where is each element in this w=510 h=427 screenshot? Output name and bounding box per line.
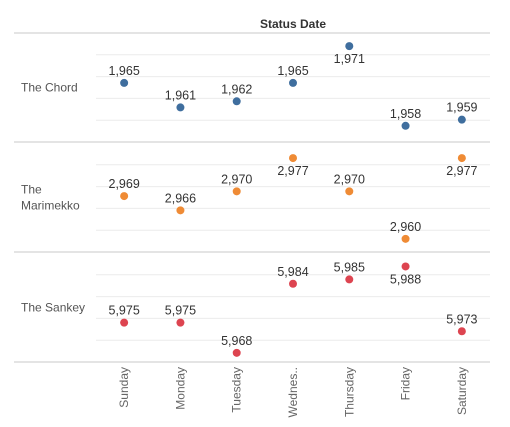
data-point — [401, 262, 410, 271]
data-label: 1,958 — [390, 107, 421, 121]
data-label: 2,960 — [390, 220, 421, 234]
data-point — [120, 318, 129, 327]
data-label: 2,977 — [446, 164, 477, 178]
data-label: 1,965 — [109, 64, 140, 78]
data-label: 5,985 — [334, 260, 365, 274]
row-label: Marimekko — [21, 199, 80, 213]
data-point — [176, 103, 185, 112]
data-label: 1,959 — [446, 101, 477, 115]
data-point — [289, 78, 297, 87]
gridlines — [14, 32, 490, 363]
data-label: 5,975 — [109, 304, 140, 318]
data-point — [401, 234, 410, 243]
data-label: 5,973 — [446, 312, 477, 326]
data-point — [401, 121, 410, 130]
x-tick-label: Thursday — [342, 367, 356, 417]
x-tick-label: Sunday — [117, 367, 131, 408]
data-point — [176, 206, 185, 215]
data-marks: 1,965 1,961 1,962 1,965 1,971 1,958 1,959 2,969… — [109, 42, 478, 357]
data-point — [457, 115, 466, 124]
data-point — [232, 187, 241, 196]
row-label: The Chord — [21, 81, 78, 95]
x-tick-label: Tuesday — [230, 367, 244, 413]
x-tick-label: Wednes.. — [286, 367, 300, 417]
x-tick-label: Friday — [399, 367, 413, 400]
data-label: 2,970 — [334, 172, 365, 186]
data-label: 2,977 — [277, 164, 308, 178]
data-point — [345, 187, 354, 196]
data-point — [345, 42, 354, 51]
row-labels: The Chord The Marimekko The Sankey — [21, 81, 85, 315]
data-label: 2,966 — [165, 191, 196, 205]
data-point — [457, 327, 466, 336]
data-point — [232, 97, 241, 106]
data-label: 1,962 — [221, 82, 252, 96]
x-tick-label: Monday — [173, 367, 187, 410]
data-point — [120, 78, 129, 87]
data-point — [289, 279, 297, 288]
x-tick-label: Saturday — [455, 367, 469, 415]
data-label: 2,969 — [109, 177, 140, 191]
data-point — [345, 275, 354, 284]
data-label: 5,968 — [221, 334, 252, 348]
row-label: The Sankey — [21, 301, 85, 315]
data-point — [457, 154, 466, 163]
row-label: The — [21, 183, 42, 197]
x-axis-labels: Sunday Monday Tuesday Wednes.. Thursday Frida… — [117, 367, 469, 417]
data-point — [176, 318, 185, 327]
data-point — [289, 154, 297, 163]
data-point — [232, 348, 241, 357]
column-title: Status Date — [260, 17, 326, 31]
data-label: 2,970 — [221, 172, 252, 186]
data-label: 5,975 — [165, 304, 196, 318]
data-point — [120, 192, 129, 201]
data-label: 1,965 — [277, 64, 308, 78]
data-label: 1,971 — [334, 52, 365, 66]
data-label: 5,984 — [277, 265, 308, 279]
data-label: 5,988 — [390, 272, 421, 286]
data-label: 1,961 — [165, 88, 196, 102]
